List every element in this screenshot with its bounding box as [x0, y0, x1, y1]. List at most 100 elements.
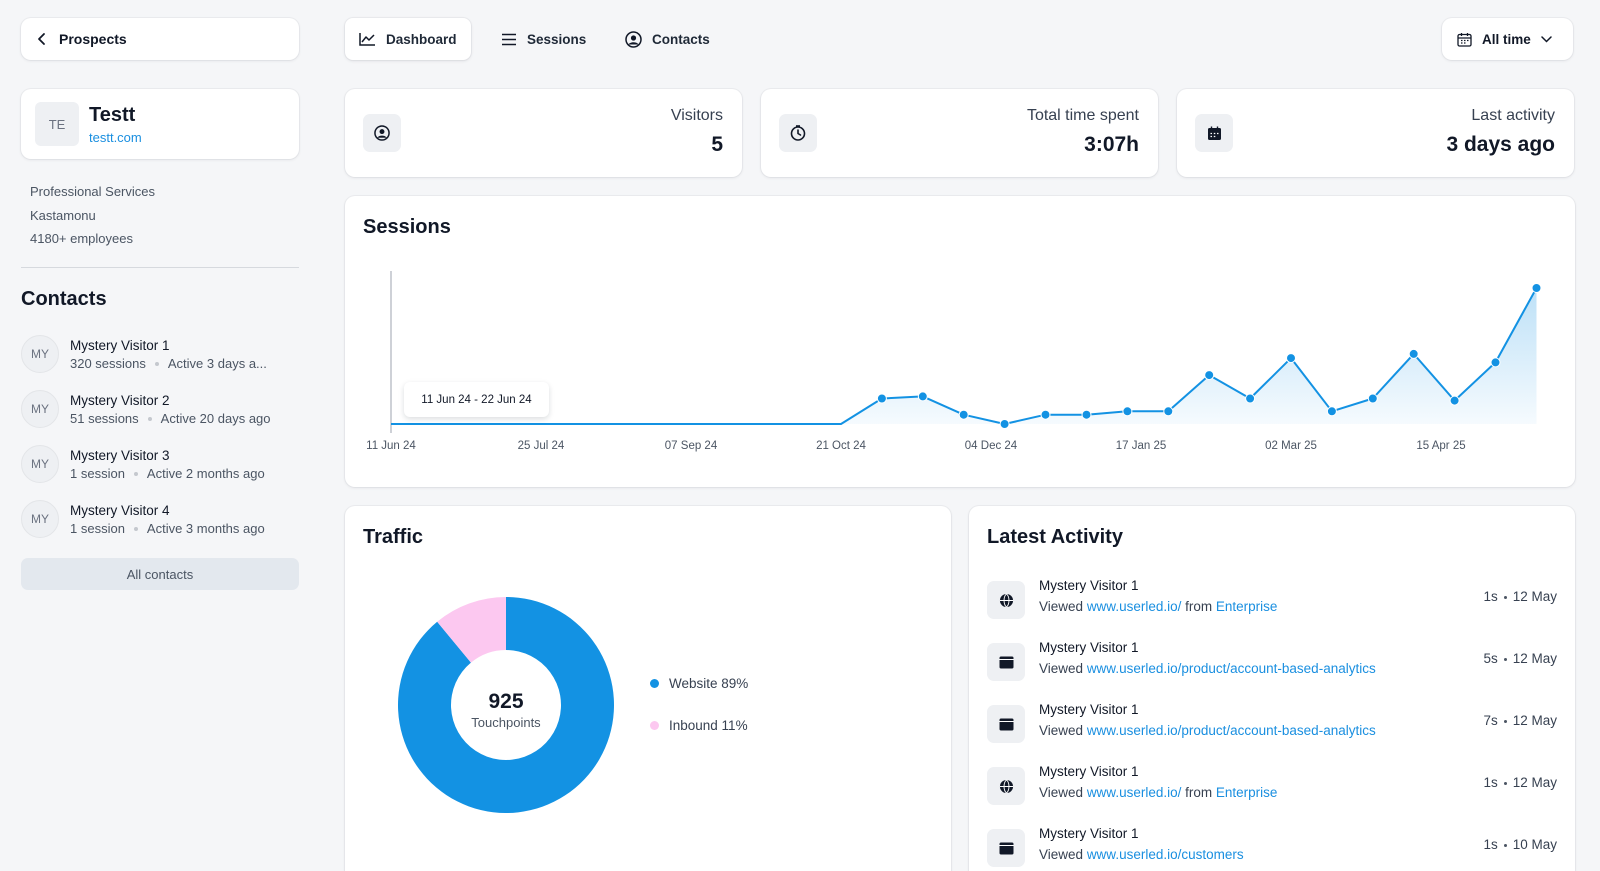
separator-dot	[154, 362, 159, 367]
sessions-data-point[interactable]	[1245, 393, 1256, 404]
activity-source-link[interactable]: Enterprise	[1215, 599, 1278, 614]
divider	[21, 267, 299, 268]
activity-source-link[interactable]: Enterprise	[1215, 785, 1278, 800]
line-chart-icon	[359, 33, 375, 46]
legend-label: Website 89%	[669, 676, 749, 691]
activity-description: Viewed www.userled.io/product/account-ba…	[1039, 723, 1376, 738]
sessions-data-point[interactable]	[1122, 406, 1133, 417]
tab-label: Contacts	[652, 31, 710, 47]
contact-active: Active 3 months ago	[146, 520, 265, 536]
activity-date: 12 May	[1512, 589, 1557, 604]
company-url-link[interactable]: testt.com	[89, 129, 142, 145]
sessions-data-point[interactable]	[1531, 283, 1542, 293]
date-range-value: All time	[1482, 31, 1531, 47]
sessions-data-point[interactable]	[1286, 353, 1296, 364]
sessions-data-point[interactable]	[1326, 406, 1337, 417]
sessions-data-point[interactable]	[958, 409, 969, 420]
activity-duration: 1s	[1483, 775, 1498, 790]
back-label: Prospects	[59, 31, 127, 47]
activity-item[interactable]: Mystery Visitor 1 Viewed www.userled.io/…	[987, 640, 1557, 684]
tab-label: Sessions	[527, 31, 587, 47]
tab-dashboard[interactable]: Dashboard	[345, 18, 471, 60]
activity-duration: 1s	[1483, 589, 1498, 604]
activity-visitor: Mystery Visitor 1	[1039, 640, 1139, 655]
sessions-data-point[interactable]	[876, 393, 887, 404]
activity-page-link[interactable]: www.userled.io/product/account-based-ana…	[1086, 661, 1376, 676]
tab-contacts[interactable]: Contacts	[611, 18, 724, 60]
sessions-data-point[interactable]	[1408, 348, 1419, 359]
activity-item[interactable]: Mystery Visitor 1 Viewed www.userled.io/…	[987, 764, 1557, 808]
activity-verb: Viewed	[1039, 599, 1084, 614]
activity-description: Viewed www.userled.io/customers	[1039, 847, 1244, 862]
chart-tooltip: 11 Jun 24 - 22 Jun 24	[404, 382, 549, 417]
stat-label: Visitors	[670, 107, 723, 124]
avatar: MY	[21, 335, 59, 373]
stat-value: 3 days ago	[1446, 133, 1555, 156]
legend-dot	[650, 721, 659, 730]
contact-item[interactable]: MY Mystery Visitor 1 320 sessions Active …	[21, 332, 299, 376]
separator-dot	[1503, 719, 1507, 723]
activity-item[interactable]: Mystery Visitor 1 Viewed www.userled.io/…	[987, 578, 1557, 622]
contacts-heading: Contacts	[21, 288, 107, 310]
date-range-select[interactable]: All time	[1442, 18, 1573, 60]
sessions-data-point[interactable]	[1449, 395, 1460, 406]
contact-active: Active 3 days a...	[167, 355, 267, 371]
contact-sessions: 51 sessions	[70, 410, 139, 426]
company-meta: Professional Services Kastamonu 4180+ em…	[30, 180, 155, 251]
activity-page-link[interactable]: www.userled.io/customers	[1086, 847, 1244, 862]
stat-card-time-spent: Total time spent 3:07h	[761, 89, 1158, 177]
back-to-prospects-button[interactable]: Prospects	[21, 18, 299, 60]
chevron-left-icon	[38, 33, 45, 45]
activity-duration: 7s	[1483, 713, 1498, 728]
sessions-data-point[interactable]	[1081, 409, 1092, 420]
tab-sessions[interactable]: Sessions	[487, 18, 600, 60]
x-tick-label: 21 Oct 24	[816, 440, 866, 452]
x-tick-label: 25 Jul 24	[518, 440, 565, 452]
stat-label: Total time spent	[1026, 107, 1139, 124]
activity-description: Viewed www.userled.io/ from Enterprise	[1039, 785, 1277, 800]
sessions-data-point[interactable]	[1163, 406, 1174, 417]
globe-icon	[987, 581, 1025, 619]
activity-visitor: Mystery Visitor 1	[1039, 578, 1139, 593]
avatar: MY	[21, 445, 59, 483]
activity-duration: 1s	[1483, 837, 1498, 852]
contact-item[interactable]: MY Mystery Visitor 3 1 session Active 2 m…	[21, 442, 299, 486]
contact-item[interactable]: MY Mystery Visitor 2 51 sessions Active 2…	[21, 387, 299, 431]
sessions-data-point[interactable]	[1204, 370, 1215, 381]
sessions-data-point[interactable]	[1367, 393, 1378, 404]
company-industry: Professional Services	[30, 184, 155, 199]
company-employees: 4180+ employees	[30, 231, 133, 246]
activity-item[interactable]: Mystery Visitor 1 Viewed www.userled.io/…	[987, 702, 1557, 746]
user-circle-icon	[363, 114, 401, 152]
donut-slice-inbound[interactable]	[437, 597, 506, 663]
sessions-data-point[interactable]	[999, 419, 1010, 429]
sessions-data-point[interactable]	[917, 391, 928, 402]
activity-visitor: Mystery Visitor 1	[1039, 826, 1139, 841]
activity-item[interactable]: Mystery Visitor 1 Viewed www.userled.io/…	[987, 826, 1557, 870]
contact-item[interactable]: MY Mystery Visitor 4 1 session Active 3 m…	[21, 497, 299, 541]
stat-value: 3:07h	[1084, 133, 1139, 156]
all-contacts-button[interactable]: All contacts	[21, 558, 299, 590]
company-location: Kastamonu	[30, 207, 96, 223]
x-tick-label: 02 Mar 25	[1265, 440, 1317, 452]
contact-name: Mystery Visitor 3	[70, 447, 170, 463]
donut-slice-website[interactable]	[398, 597, 614, 813]
activity-time: 1s 12 May	[1483, 589, 1557, 604]
x-tick-label: 15 Apr 25	[1416, 440, 1465, 452]
stat-card-visitors: Visitors 5	[345, 89, 742, 177]
browser-icon	[987, 829, 1025, 867]
sessions-series-area	[391, 288, 1537, 424]
stat-label: Last activity	[1471, 107, 1555, 124]
sessions-data-point[interactable]	[1490, 357, 1501, 368]
activity-page-link[interactable]: www.userled.io/	[1086, 599, 1182, 614]
activity-page-link[interactable]: www.userled.io/product/account-based-ana…	[1086, 723, 1376, 738]
legend-item-website: Website 89%	[650, 676, 748, 691]
activity-verb: Viewed	[1039, 785, 1084, 800]
latest-activity-card: Latest Activity Mystery Visitor 1 Viewed…	[969, 506, 1575, 871]
x-tick-label: 04 Dec 24	[965, 440, 1018, 452]
x-tick-label: 11 Jun 24	[366, 440, 416, 452]
stat-card-last-activity: Last activity 3 days ago	[1177, 89, 1574, 177]
company-name: Testt	[89, 103, 136, 126]
sessions-data-point[interactable]	[1040, 409, 1051, 420]
activity-page-link[interactable]: www.userled.io/	[1086, 785, 1182, 800]
